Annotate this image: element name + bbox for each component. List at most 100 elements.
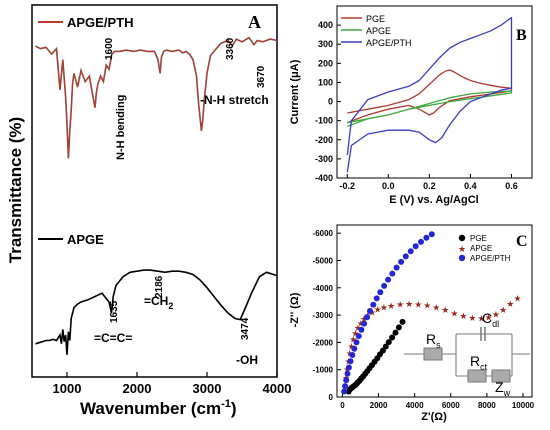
panel-a-x-tick-label: 2000 <box>123 381 152 396</box>
panel-b-ticks: -0.2 0.0 0.2 0.4 0.6 -400 -300 -200 -100 0 100 200 3… <box>315 20 518 191</box>
panel-c-y-tick-label: 0 <box>329 393 334 402</box>
series-line-apge <box>35 269 278 355</box>
eis-point-apge-pth <box>398 258 405 265</box>
panel-c-frame <box>336 224 533 398</box>
panel-a-lines <box>35 36 278 355</box>
panel-b-y-tick-label: -100 <box>315 116 333 126</box>
annotation-1600: 1600 <box>104 37 115 60</box>
label-cdl: Cdl <box>482 310 499 329</box>
panel-b-y-tick-label: 400 <box>318 20 333 30</box>
panel-b-y-tick-label: 200 <box>318 58 333 68</box>
panel-a-x-tick-label: 4000 <box>263 381 292 396</box>
eis-point-apge: ★ <box>506 299 514 309</box>
eis-point-apge: ★ <box>423 301 431 311</box>
eis-point-apge: ★ <box>347 341 355 351</box>
eis-point-apge-pth <box>347 358 354 365</box>
eis-point-apge-pth <box>343 377 350 384</box>
panel-c-x-tick-label: 8000 <box>478 401 496 410</box>
annotation-2186: 2186 <box>154 275 165 298</box>
panel-c-x-title: Z'(Ω) <box>421 411 447 423</box>
eis-point-apge: ★ <box>441 305 449 315</box>
panel-a-x-title: Wavenumber (cm-1) <box>80 398 237 418</box>
panel-b: -0.2 0.0 0.2 0.4 0.6 -400 -300 -200 -100 0 100 200 3… <box>289 5 533 206</box>
panel-c-x-tick-label: 4000 <box>406 401 424 410</box>
eis-point-apge-pth <box>381 282 388 289</box>
panel-c-y-tick-label: -1000 <box>313 366 334 375</box>
series-line-apge-pth <box>35 36 278 159</box>
panel-b-x-title: E (V) vs. Ag/AgCl <box>389 194 478 206</box>
eis-point-apge-pth <box>364 314 370 321</box>
panel-b-x-tick-label: 0.2 <box>423 181 436 191</box>
legend-label-apge-cv: APGE <box>366 26 391 36</box>
eis-point-apge: ★ <box>349 335 357 345</box>
eis-point-apge-pth <box>361 320 368 327</box>
eis-point-pge <box>382 343 389 350</box>
legend-label-pge-eis: PGE <box>470 234 487 243</box>
panel-b-y-title: Current (μA) <box>289 59 301 124</box>
eis-point-apge-pth <box>355 333 362 340</box>
eis-point-apge-pth <box>353 339 360 346</box>
eis-point-apge-pth <box>358 326 365 333</box>
panel-c-x-tick-label: 0 <box>340 401 345 410</box>
eis-point-apge-pth <box>370 301 377 308</box>
eis-point-apge: ★ <box>414 299 422 309</box>
panel-a-x-tick-label: 1000 <box>53 381 82 396</box>
eis-point-apge-pth <box>349 352 356 358</box>
annotation-nh-stretch: -N-H stretch <box>200 93 269 107</box>
eis-point-apge-pth <box>407 248 414 255</box>
panel-b-y-tick-label: -400 <box>315 173 333 183</box>
eis-point-apge-pth <box>367 308 373 314</box>
eis-point-apge-pth <box>377 289 384 296</box>
eis-point-apge: ★ <box>405 299 413 309</box>
panel-b-y-tick-label: 100 <box>318 77 333 87</box>
annotation-3670: 3670 <box>256 65 267 88</box>
panel-b-y-tick-label: -200 <box>315 135 333 145</box>
legend-label-apge-pth-eis: APGE/PTH <box>470 254 511 263</box>
eis-point-apge: ★ <box>351 329 359 339</box>
annotation-3474: 3474 <box>240 317 251 340</box>
label-zw: Zw <box>495 379 511 398</box>
eis-point-apge-pth <box>385 276 392 283</box>
annotation-cc: =C=C= <box>94 331 132 345</box>
eis-point-apge: ★ <box>380 302 388 312</box>
eis-point-apge: ★ <box>477 313 485 323</box>
label-rs: Rs <box>426 331 441 350</box>
panel-b-y-tick-label: 300 <box>318 39 333 49</box>
panel-c-x-tick-label: 6000 <box>442 401 460 410</box>
panel-c-y-tick-label: -2000 <box>313 338 334 347</box>
eis-point-apge-pth <box>418 238 424 245</box>
eis-point-apge: ★ <box>492 310 500 320</box>
annotation-oh: -OH <box>236 353 258 367</box>
panel-c-y-tick-label: -5000 <box>313 256 334 265</box>
eis-point-apge: ★ <box>450 308 458 318</box>
eis-point-apge: ★ <box>432 302 440 312</box>
annotation-3360: 3360 <box>225 37 236 60</box>
eis-point-pge <box>389 334 396 341</box>
eis-point-apge-pth <box>423 234 430 241</box>
eis-point-apge-pth <box>344 370 351 377</box>
panel-c-x-tick-label: 10000 <box>512 401 535 410</box>
eis-point-apge-pth <box>373 295 380 302</box>
legend-marker-pge-eis <box>458 234 466 242</box>
eis-point-apge-pth <box>345 364 352 371</box>
eis-point-apge: ★ <box>499 305 507 315</box>
panel-c-markers: ★★★★★★★★★★★★★★★★★★★★★★★★★★★★★★★ <box>341 231 522 395</box>
panel-label-c: C <box>516 233 528 250</box>
panel-c: 0 2000 4000 6000 8000 10000 0 -1000 -2000 -3000 -4… <box>289 224 535 423</box>
panel-a-y-title: Transmittance (%) <box>6 117 25 263</box>
eis-point-apge-pth <box>402 253 409 260</box>
legend-label-apge-eis: APGE <box>470 244 492 253</box>
panel-a: 1000 2000 3000 4000 APGE/PTH APGE A N-H ben… <box>6 4 292 418</box>
eis-point-apge: ★ <box>360 314 368 324</box>
cv-curve-pge <box>347 69 513 124</box>
panel-b-x-tick-label: 0.6 <box>505 181 518 191</box>
eis-point-apge: ★ <box>387 301 395 311</box>
eis-point-apge: ★ <box>485 312 493 322</box>
legend-label-apge-pth: APGE/PTH <box>67 15 133 30</box>
panel-a-x-tick-label: 3000 <box>193 381 222 396</box>
panel-a-x-ticks: 1000 2000 3000 4000 <box>53 372 292 396</box>
annotation-nh-bending: N-H bending <box>115 95 127 160</box>
panel-b-frame <box>336 5 533 179</box>
eis-point-pge <box>392 329 399 336</box>
